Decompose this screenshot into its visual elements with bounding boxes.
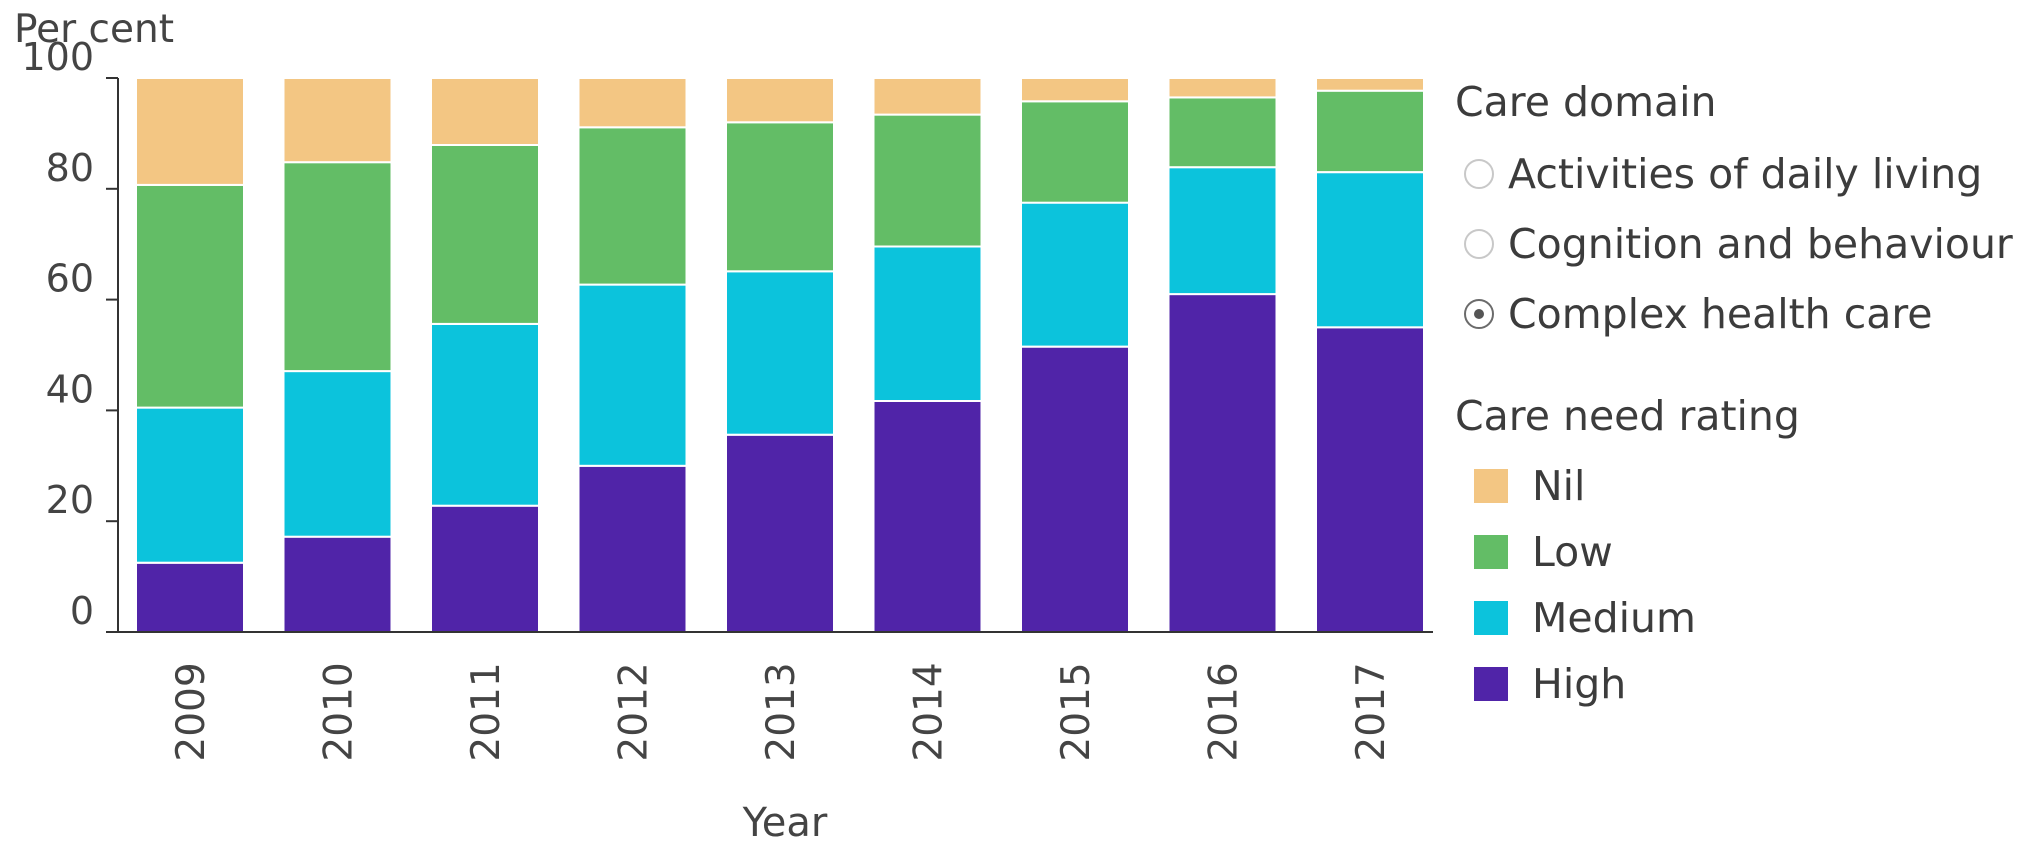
radio-label: Activities of daily living [1508, 150, 1983, 198]
y-axis-title: Per cent [14, 7, 174, 52]
bar-low-2017 [1315, 89, 1425, 174]
bar-high-2016 [1167, 293, 1278, 633]
x-tick-label: 2010 [317, 662, 362, 761]
swatch-nil [1474, 469, 1508, 503]
y-tick-label: 100 [21, 35, 94, 79]
bar-high-2013 [725, 433, 835, 633]
legend-item-low: Low [1455, 524, 2035, 580]
swatch-medium [1474, 601, 1508, 635]
bar-nil-2017 [1315, 77, 1425, 92]
y-tick-label: 60 [46, 257, 94, 301]
radio-cognition-and-behaviour[interactable]: Cognition and behaviour [1455, 214, 2035, 274]
bar-medium-2015 [1020, 201, 1130, 348]
swatch-low [1474, 535, 1508, 569]
bar-high-2012 [577, 464, 688, 633]
bar-low-2014 [872, 113, 983, 248]
bar-nil-2015 [1020, 77, 1130, 103]
x-tick-label: 2015 [1054, 662, 1099, 761]
bar-medium-2009 [135, 406, 245, 564]
bar-nil-2012 [577, 77, 688, 129]
bar-low-2009 [135, 183, 245, 409]
radio-checked-icon[interactable] [1464, 299, 1494, 329]
radio-label: Complex health care [1508, 290, 1933, 338]
bar-nil-2016 [1167, 77, 1278, 99]
y-tick-label: 20 [46, 478, 94, 522]
bar-high-2009 [135, 561, 245, 634]
y-tick-label: 40 [46, 367, 94, 411]
bar-high-2011 [430, 504, 540, 634]
bar-low-2015 [1020, 100, 1130, 204]
legend-label: Low [1532, 528, 1613, 576]
x-tick-label: 2013 [759, 662, 804, 761]
x-tick-label: 2011 [464, 662, 509, 761]
y-tick-label: 80 [46, 146, 94, 190]
legend-item-high: High [1455, 656, 2035, 712]
radio-label: Cognition and behaviour [1508, 220, 2013, 268]
radio-activities-of-daily-living[interactable]: Activities of daily living [1455, 144, 2035, 204]
bar-low-2011 [430, 144, 540, 325]
bar-medium-2016 [1167, 166, 1278, 296]
x-tick-label: 2009 [169, 662, 214, 761]
bar-high-2015 [1020, 345, 1130, 633]
bar-low-2013 [725, 121, 835, 273]
bar-high-2014 [872, 400, 983, 633]
x-axis-title: Year [742, 800, 828, 842]
care-domain-title: Care domain [1455, 78, 1717, 126]
bar-low-2016 [1167, 96, 1278, 169]
x-tick-label: 2012 [612, 662, 657, 761]
bar-low-2010 [282, 161, 393, 373]
bar-nil-2011 [430, 77, 540, 146]
bar-medium-2012 [577, 283, 688, 467]
legend-label: Medium [1532, 594, 1696, 642]
radio-unchecked-icon[interactable] [1464, 229, 1494, 259]
y-tick-label: 0 [70, 589, 94, 633]
bar-medium-2013 [725, 270, 835, 436]
legend-panel: Care domain Activities of daily living C… [1455, 78, 2035, 722]
swatch-high [1474, 667, 1508, 701]
legend-item-medium: Medium [1455, 590, 2035, 646]
legend-label: Nil [1532, 462, 1586, 510]
x-tick-label: 2016 [1202, 662, 1247, 761]
bar-low-2012 [577, 126, 688, 286]
bar-nil-2009 [135, 77, 245, 186]
bar-medium-2010 [282, 370, 393, 538]
radio-complex-health-care[interactable]: Complex health care [1455, 284, 2035, 344]
bar-nil-2014 [872, 77, 983, 116]
bar-medium-2014 [872, 245, 983, 402]
radio-unchecked-icon[interactable] [1464, 159, 1494, 189]
bar-nil-2013 [725, 77, 835, 124]
legend-item-nil: Nil [1455, 458, 2035, 514]
bar-nil-2010 [282, 77, 393, 164]
care-need-rating-title: Care need rating [1455, 392, 1800, 440]
x-tick-label: 2017 [1349, 662, 1394, 761]
bar-medium-2011 [430, 323, 540, 507]
legend-label: High [1532, 660, 1627, 708]
bar-high-2010 [282, 535, 393, 634]
bar-medium-2017 [1315, 171, 1425, 329]
x-tick-label: 2014 [907, 662, 952, 761]
bar-high-2017 [1315, 326, 1425, 633]
